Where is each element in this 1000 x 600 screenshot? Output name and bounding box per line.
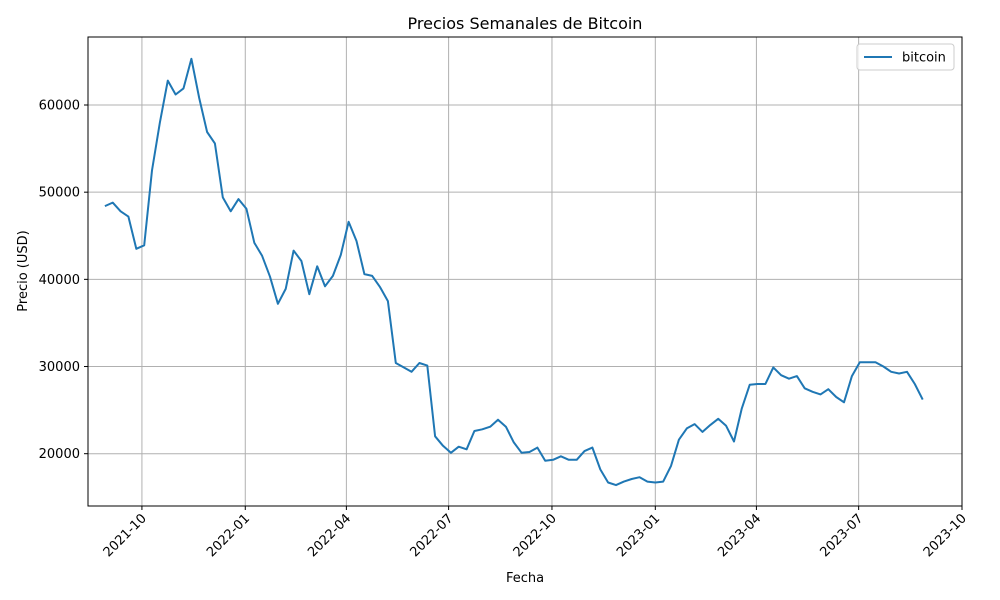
y-tick-label: 60000 [39, 98, 80, 113]
x-tick-label: 2022-10 [511, 511, 560, 560]
x-tick-label: 2022-04 [305, 511, 354, 560]
legend-box [856, 43, 955, 71]
x-axis-label: Fecha [506, 571, 544, 586]
legend: bitcoin [856, 43, 955, 71]
x-tick-label: 2022-01 [204, 511, 253, 560]
x-axis-ticks: 2021-10 2022-01 2022-04 2022-07 2022-10 2023-… [101, 506, 970, 560]
legend-label-bitcoin: bitcoin [902, 51, 946, 66]
y-axis-label: Precio (USD) [16, 230, 31, 311]
y-tick-label: 50000 [39, 186, 80, 201]
y-tick-label: 20000 [39, 447, 80, 462]
x-tick-label: 2023-10 [921, 511, 970, 560]
x-tick-label: 2023-07 [817, 511, 866, 560]
grid-lines [88, 37, 963, 506]
series-line-bitcoin [104, 57, 924, 487]
x-tick-label: 2021-10 [101, 511, 150, 560]
x-tick-label: 2022-07 [407, 511, 456, 560]
chart-title: Precios Semanales de Bitcoin [408, 14, 643, 33]
y-tick-label: 30000 [39, 360, 80, 375]
x-tick-label: 2023-04 [715, 511, 764, 560]
y-axis-ticks: 20000 30000 40000 50000 60000 [39, 98, 88, 462]
series-lines [104, 57, 924, 487]
x-tick-label: 2023-01 [614, 511, 663, 560]
plot-frame [87, 36, 963, 507]
y-tick-label: 40000 [39, 273, 80, 288]
